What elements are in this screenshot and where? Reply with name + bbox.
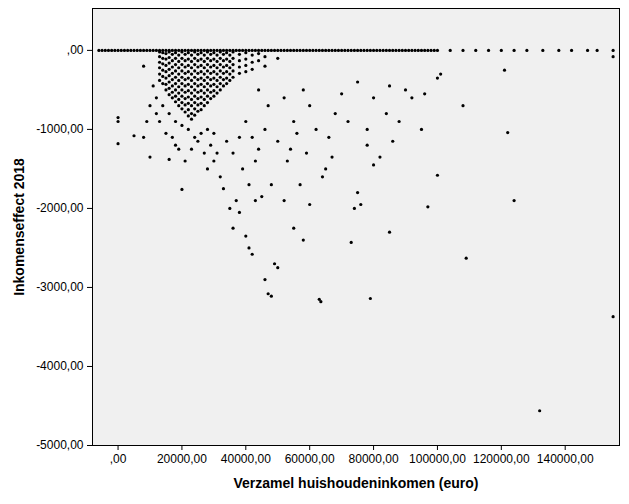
svg-text:100000,00: 100000,00 — [409, 452, 466, 466]
svg-text:-1000,00: -1000,00 — [36, 122, 84, 136]
svg-text:140000,00: 140000,00 — [537, 452, 594, 466]
svg-text:Inkomenseffect 2018: Inkomenseffect 2018 — [11, 158, 27, 296]
svg-text:,00: ,00 — [67, 43, 84, 57]
svg-text:20000,00: 20000,00 — [157, 452, 207, 466]
svg-text:-5000,00: -5000,00 — [36, 438, 84, 452]
svg-text:80000,00: 80000,00 — [349, 452, 399, 466]
svg-text:60000,00: 60000,00 — [285, 452, 335, 466]
svg-text:120000,00: 120000,00 — [473, 452, 530, 466]
svg-text:Verzamel huishoudeninkomen (eu: Verzamel huishoudeninkomen (euro) — [233, 475, 478, 491]
svg-text:40000,00: 40000,00 — [221, 452, 271, 466]
svg-text:-3000,00: -3000,00 — [36, 280, 84, 294]
svg-text:-2000,00: -2000,00 — [36, 201, 84, 215]
svg-text:-4000,00: -4000,00 — [36, 359, 84, 373]
svg-text:,00: ,00 — [110, 452, 127, 466]
